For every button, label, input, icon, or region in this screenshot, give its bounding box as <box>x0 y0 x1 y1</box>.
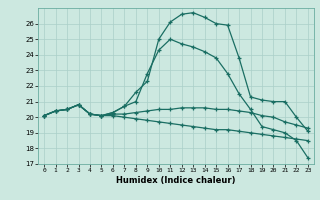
X-axis label: Humidex (Indice chaleur): Humidex (Indice chaleur) <box>116 176 236 185</box>
